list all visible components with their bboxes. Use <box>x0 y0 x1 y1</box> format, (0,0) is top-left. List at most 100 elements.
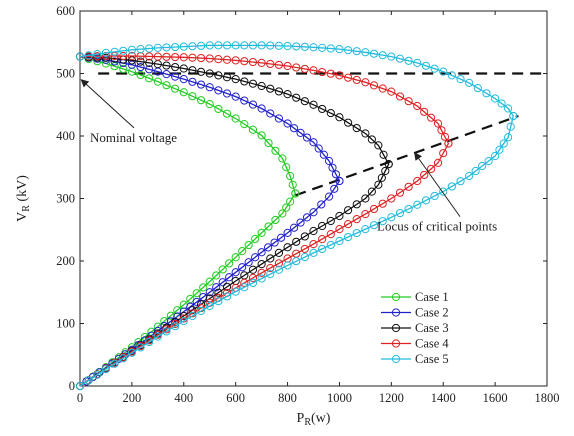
data-point <box>395 54 405 63</box>
data-point <box>491 94 500 103</box>
data-point <box>335 225 344 234</box>
data-point <box>430 64 439 73</box>
data-point <box>300 252 309 262</box>
data-point <box>420 107 429 116</box>
data-point <box>343 232 353 242</box>
data-point <box>271 146 280 155</box>
data-point <box>497 99 506 108</box>
data-point <box>309 43 318 52</box>
data-point <box>248 278 258 287</box>
data-point <box>264 222 273 231</box>
x-tick-label: 400 <box>174 391 193 405</box>
data-point <box>93 50 102 59</box>
data-point <box>188 77 197 86</box>
series-line <box>79 55 341 387</box>
data-point <box>171 84 180 93</box>
data-point <box>119 51 128 61</box>
data-point <box>283 243 292 252</box>
data-point <box>264 138 273 148</box>
data-point <box>302 213 312 222</box>
data-point <box>309 100 318 109</box>
data-point <box>136 45 145 54</box>
data-point <box>427 113 436 122</box>
data-point <box>352 200 361 209</box>
data-point <box>288 180 297 189</box>
data-point <box>127 51 136 61</box>
data-point <box>292 257 301 266</box>
data-point <box>214 55 223 64</box>
data-point <box>127 60 136 69</box>
data-point <box>162 327 171 336</box>
data-point <box>240 120 249 129</box>
data-point <box>153 332 162 341</box>
data-point <box>214 104 223 114</box>
data-point <box>447 71 456 80</box>
data-point <box>214 297 223 306</box>
data-point <box>240 77 249 86</box>
data-point <box>257 131 266 140</box>
data-point <box>266 84 275 93</box>
data-point <box>283 228 292 237</box>
data-point <box>465 171 474 181</box>
data-point <box>439 187 448 196</box>
data-point <box>127 348 136 357</box>
data-point <box>238 263 247 272</box>
data-point <box>240 283 249 292</box>
data-point <box>343 206 353 215</box>
data-point <box>231 268 240 277</box>
data-point <box>257 248 266 257</box>
data-point <box>222 89 232 98</box>
data-point <box>328 163 337 172</box>
data-point <box>244 258 253 267</box>
series-line <box>79 55 390 387</box>
data-point <box>231 75 240 84</box>
data-point <box>331 170 341 179</box>
data-point <box>93 370 102 379</box>
data-point <box>465 78 474 87</box>
x-tick-label: 1600 <box>483 391 508 405</box>
data-point <box>433 158 443 167</box>
data-point <box>257 260 266 269</box>
data-point <box>110 57 119 66</box>
data-point <box>192 289 201 298</box>
data-point <box>478 161 487 171</box>
data-point <box>274 248 284 257</box>
data-point <box>300 97 309 106</box>
data-point <box>361 78 370 87</box>
data-point <box>427 164 436 174</box>
data-point <box>257 41 266 50</box>
y-tick-label: 500 <box>56 67 75 81</box>
data-point <box>491 151 500 161</box>
x-tick-label: 1200 <box>379 391 404 405</box>
data-point <box>283 61 292 71</box>
data-point <box>196 306 206 316</box>
data-point <box>101 365 111 374</box>
data-point <box>335 71 344 80</box>
legend-label: Case 2 <box>415 306 449 320</box>
annotation-locus: Locus of critical points <box>377 152 497 234</box>
annotation-arrow <box>80 79 135 129</box>
data-point <box>395 92 405 101</box>
data-point <box>300 64 309 74</box>
data-point <box>192 297 201 307</box>
data-point <box>231 56 240 65</box>
data-point <box>352 123 361 133</box>
y-tick-label: 600 <box>56 4 75 18</box>
data-point <box>196 41 206 50</box>
data-point <box>377 173 386 182</box>
data-point <box>274 265 284 274</box>
data-point <box>300 232 309 241</box>
x-tick-label: 1400 <box>431 391 456 405</box>
data-point <box>179 316 188 326</box>
data-point <box>361 129 370 138</box>
data-point <box>127 56 136 65</box>
data-point <box>283 261 292 270</box>
data-point <box>318 244 327 254</box>
data-point <box>289 223 299 232</box>
legend-marker <box>391 339 401 348</box>
legend-marker <box>391 308 401 317</box>
data-point <box>145 52 154 61</box>
data-point <box>75 381 85 391</box>
